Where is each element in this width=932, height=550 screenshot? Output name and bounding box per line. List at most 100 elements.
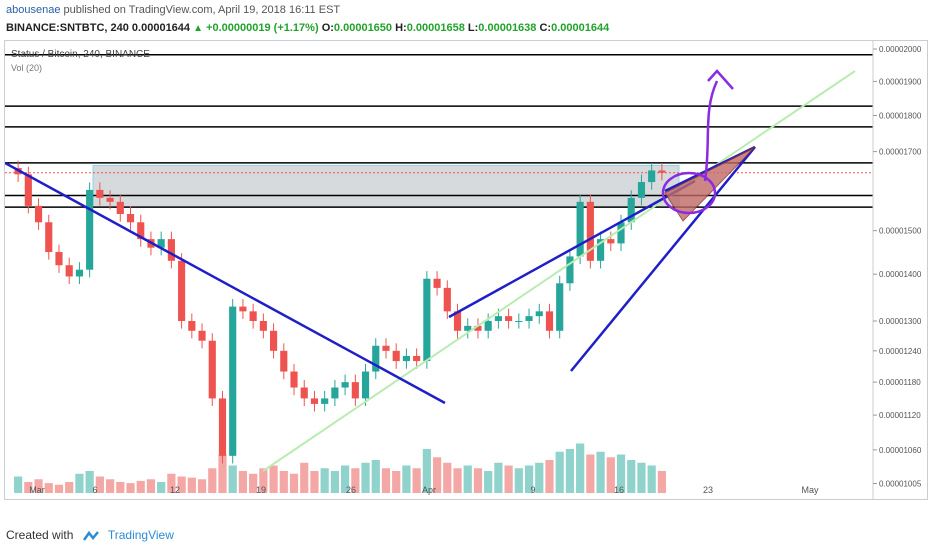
candle-body [24,174,32,206]
candle-body [566,256,574,284]
candle-body [280,350,288,372]
volume-bar [616,454,626,493]
volume-bar [637,462,646,493]
candle-body [45,222,53,253]
y-tick-label: 0.00001800 [879,112,922,121]
candle-body [321,398,329,404]
candle-body [270,330,278,351]
candle-body [218,398,227,456]
purple-arrow-path [703,80,719,182]
close-label: C: [539,22,552,34]
volume-bar [381,468,391,493]
candle-body [259,320,267,331]
candle-body [535,311,543,317]
volume-bar [249,473,258,493]
green-trendline [262,70,856,472]
volume-bar [627,460,636,493]
symbol: BINANCE:SNTBTC, 240 [6,22,129,34]
candle-body [137,222,145,240]
author-link[interactable]: abousenae [6,4,61,16]
volume-bar [187,477,196,493]
volume-bar [402,465,411,493]
low-label: L: [467,22,479,34]
chart-area[interactable]: 0.000019820.000018270.000017680.00001670… [4,40,928,500]
volume-bar [167,473,176,493]
volume-bar [473,468,483,493]
low-value: 0.00001638 [478,22,537,34]
volume-bar [44,483,53,493]
volume-bar [14,476,23,493]
candle-body [341,382,349,388]
volume-bar [443,462,452,493]
tradingview-brand[interactable]: TradingView [107,528,174,542]
volume-bar [95,476,104,493]
candle-body [648,170,656,183]
upper-wedge-line [448,179,696,319]
volume-bar [330,471,339,493]
y-tick-label: 0.00001700 [879,148,922,157]
indicator-label: Vol (20) [11,63,42,73]
volume-bar [341,465,350,493]
created-with: Created with TradingView [6,528,174,542]
up-arrow-icon: ▲ [193,23,204,34]
volume-bar [586,454,595,493]
candle-body [597,239,605,261]
volume-bar [136,480,145,493]
created-with-text: Created with [6,528,74,542]
candle-body [361,371,370,399]
footer: Created with TradingView [0,514,932,550]
volume-bar [289,473,299,493]
candle-body [464,325,472,331]
publish-info: abousenae published on TradingView.com, … [6,4,340,16]
x-tick-label: 23 [703,485,713,495]
price-axis-bg [873,41,927,499]
candle-body [310,398,319,404]
volume-bar [116,482,125,493]
volume-bar [494,462,503,493]
candle-body [157,239,165,248]
volume-bar [259,468,268,493]
candle-body [474,325,482,331]
volume-bar [85,471,94,493]
candle-body [229,306,237,456]
supply-zone [92,165,680,208]
candle-body [586,201,594,261]
x-tick-label: Apr [422,485,436,495]
volume-bar [279,471,288,493]
volume-bar [320,468,329,493]
candle-body [96,189,104,198]
volume-bar [514,468,523,493]
y-tick-label: 0.00002000 [879,45,922,54]
candle-body [300,387,308,399]
candle-body [617,222,625,244]
candle-body [290,371,298,388]
volume-bar [177,476,186,493]
candles-layer [14,160,666,464]
volume-bar [504,465,513,493]
volume-bar [412,468,421,493]
volume-bar [126,483,135,493]
candle-body [433,278,441,288]
volume-bar [310,471,319,493]
close-value: 0.00001644 [551,22,610,34]
candle-body [484,320,492,331]
candle-body [423,278,431,362]
axis-layer: 0.00002000 0.00001900 0.00001800 0.00001700… [11,41,927,499]
x-tick-label: 26 [346,485,356,495]
volume-bar [565,449,575,493]
volume-bar [555,451,564,493]
price-chart[interactable]: 0.000019820.000018270.000017680.00001670… [5,41,927,499]
candle-body [545,311,554,331]
candle-body [392,350,400,362]
volume-bar [146,479,156,493]
chart-header: abousenae published on TradingView.com, … [0,0,932,38]
y-tick-label: 0.00001180 [879,378,921,387]
volume-bar [75,473,84,493]
candle-body [167,239,175,261]
candle-body [372,345,380,372]
volume-bar [422,449,431,493]
volume-bar [54,484,64,493]
candle-body [34,205,43,223]
purple-arrow-head [707,69,734,90]
candle-body [402,355,410,362]
